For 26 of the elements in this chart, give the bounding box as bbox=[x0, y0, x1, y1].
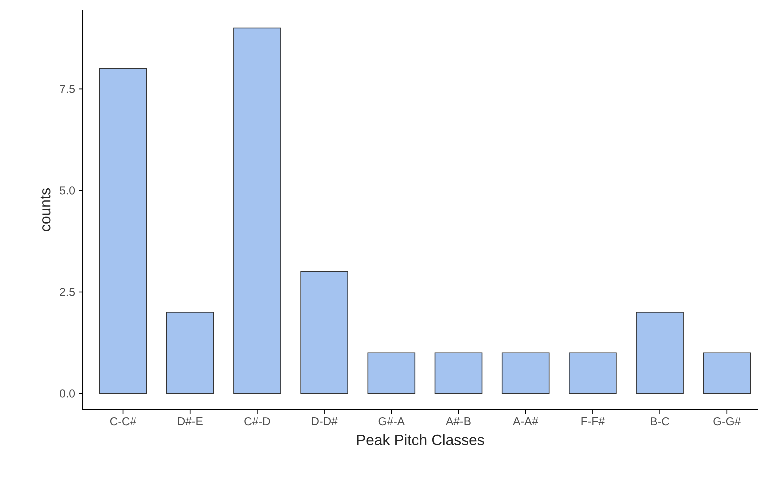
bar bbox=[703, 352, 752, 394]
bar bbox=[434, 352, 483, 394]
x-tick-label: G#-A bbox=[378, 418, 405, 426]
bar bbox=[300, 272, 348, 394]
bar bbox=[502, 352, 550, 394]
y-tick-label: 0.0 bbox=[60, 390, 76, 398]
x-tick-label: C#-D bbox=[244, 418, 270, 426]
y-tick-label: 2.5 bbox=[60, 288, 76, 296]
x-tick-label: A-A# bbox=[513, 418, 539, 426]
bar bbox=[569, 352, 617, 394]
x-tick-label: F-F# bbox=[582, 418, 605, 426]
x-tick-label: D-D# bbox=[312, 418, 338, 426]
bar bbox=[368, 352, 416, 394]
x-tick-label: G-G# bbox=[714, 418, 742, 426]
bar bbox=[234, 28, 282, 394]
x-tick-label: A#-B bbox=[446, 418, 471, 426]
x-tick-label: C-C# bbox=[110, 418, 137, 426]
y-axis-title: counts bbox=[40, 188, 51, 232]
x-tick-label: B-C bbox=[651, 418, 670, 426]
x-tick-label: D#-E bbox=[178, 418, 203, 426]
y-tick-label: 7.5 bbox=[60, 85, 76, 94]
bar bbox=[636, 312, 684, 394]
y-tick-label: 5.0 bbox=[60, 186, 76, 195]
bar bbox=[99, 68, 148, 394]
bar bbox=[166, 312, 214, 394]
x-axis-title: Peak Pitch Classes bbox=[357, 434, 484, 446]
